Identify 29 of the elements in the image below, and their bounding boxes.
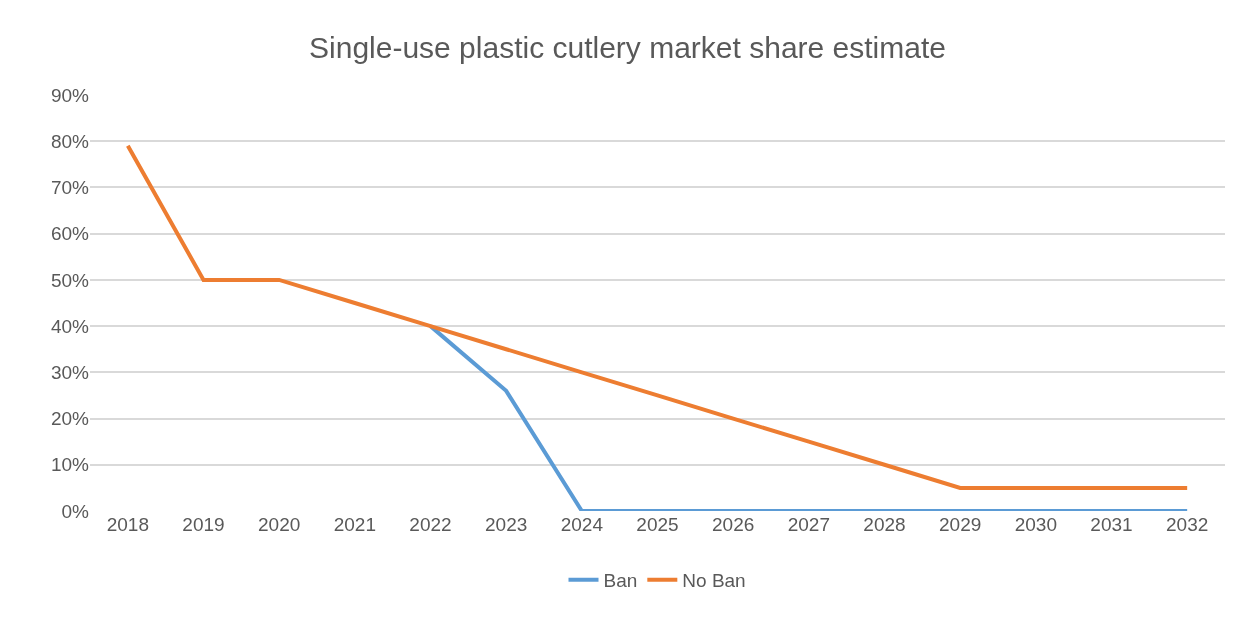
x-tick-label: 2021 (333, 514, 376, 535)
x-tick-label: 2019 (182, 514, 225, 535)
x-tick-label: 2032 (1166, 514, 1209, 535)
y-tick-label: 50% (50, 269, 90, 291)
legend-label: No Ban (682, 570, 746, 592)
x-tick-label: 2026 (712, 514, 755, 535)
x-tick-label: 2018 (106, 514, 149, 535)
y-tick-label: 0% (61, 500, 90, 522)
x-tick-label: 2025 (636, 514, 679, 535)
y-tick-label: 20% (50, 408, 90, 430)
chart-title: Single-use plastic cutlery market share estimate (309, 31, 946, 65)
legend-label: Ban (603, 570, 638, 592)
y-tick-label: 10% (50, 454, 90, 476)
y-tick-label: 70% (50, 177, 90, 199)
x-tick-label: 2031 (1090, 514, 1133, 535)
x-tick-label: 2027 (787, 514, 830, 535)
y-tick-label: 40% (50, 315, 90, 337)
x-tick-label: 2022 (409, 514, 452, 535)
x-tick-label: 2030 (1014, 514, 1057, 535)
y-tick-label: 60% (50, 223, 90, 245)
x-tick-label: 2028 (863, 514, 906, 535)
y-tick-label: 90% (50, 84, 90, 106)
y-tick-label: 30% (50, 361, 90, 383)
x-tick-label: 2023 (485, 514, 528, 535)
x-tick-label: 2020 (258, 514, 301, 535)
x-tick-label: 2029 (939, 514, 982, 535)
line-series (125, 143, 1190, 490)
x-tick-label: 2024 (560, 514, 604, 535)
y-tick-label: 80% (50, 130, 90, 152)
